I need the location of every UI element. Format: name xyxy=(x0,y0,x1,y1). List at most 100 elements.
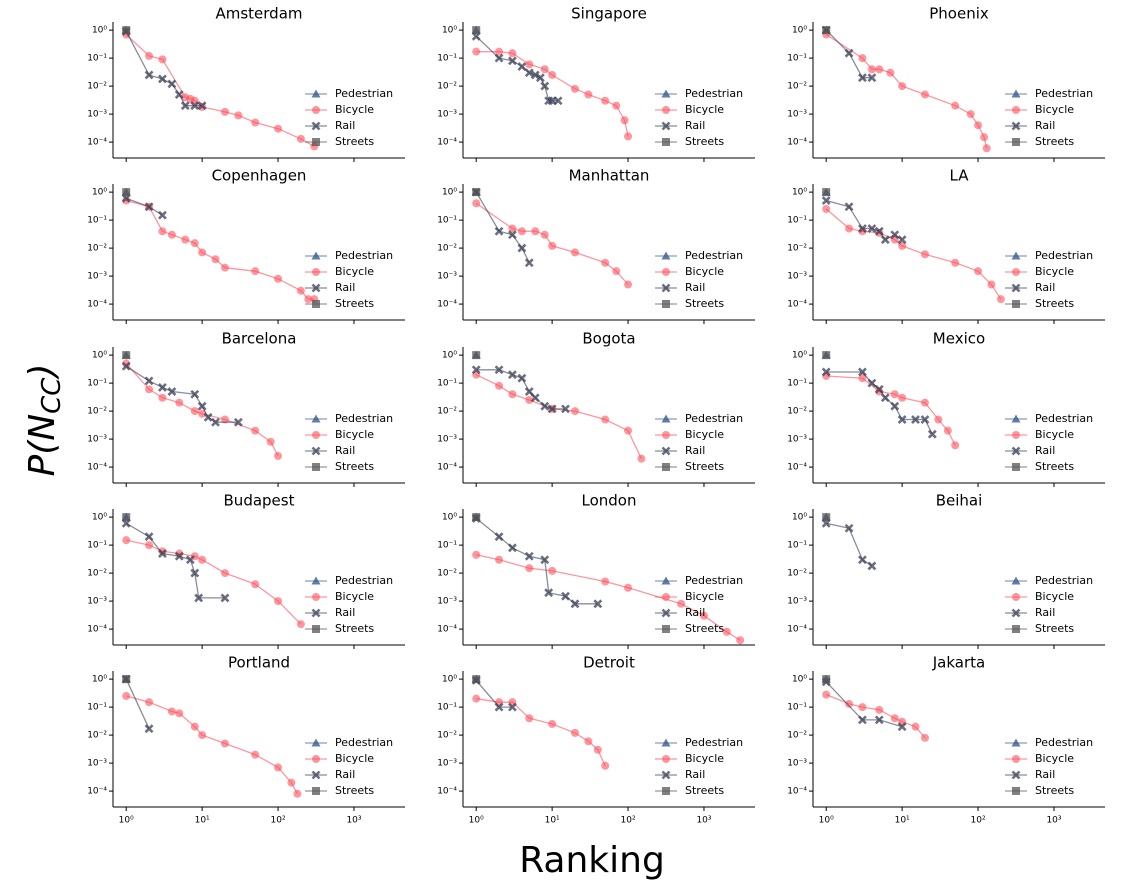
subplot: Singapore 10⁰ 10⁻¹ 10⁻² 10⁻³ 10⁻⁴ Pedestrian Bi… xyxy=(437,5,755,162)
marker xyxy=(293,789,302,798)
legend-marker xyxy=(662,755,670,763)
marker xyxy=(122,351,131,360)
y-tick-label: 10⁻² xyxy=(437,731,457,741)
y-tick-label: 10⁻² xyxy=(437,244,457,254)
legend-label: Rail xyxy=(685,606,705,619)
marker xyxy=(845,699,854,708)
y-tick-label: 10⁻¹ xyxy=(87,379,107,389)
marker xyxy=(920,415,930,424)
marker xyxy=(158,74,167,84)
legend-marker xyxy=(311,121,321,131)
marker xyxy=(175,709,184,718)
y-tick-label: 10⁻⁴ xyxy=(787,138,807,148)
subplot-title: London xyxy=(582,492,637,510)
legend-label: Streets xyxy=(1035,297,1074,310)
marker xyxy=(197,101,207,111)
legend-label: Bicycle xyxy=(685,265,724,278)
marker xyxy=(890,401,900,411)
marker xyxy=(198,248,207,257)
legend-marker xyxy=(1012,787,1020,795)
legend-label: Pedestrian xyxy=(685,412,743,425)
marker xyxy=(167,79,177,89)
series-line xyxy=(125,197,163,216)
y-tick-label: 10⁻⁴ xyxy=(87,787,107,797)
legend-label: Pedestrian xyxy=(335,249,393,262)
legend-marker xyxy=(312,787,320,795)
marker xyxy=(920,90,929,99)
legend-marker xyxy=(311,414,321,423)
y-tick-label: 10⁻² xyxy=(87,569,107,579)
legend-label: Rail xyxy=(335,444,355,457)
legend-label: Bicycle xyxy=(335,265,374,278)
marker xyxy=(570,599,580,609)
legend-marker xyxy=(662,431,670,439)
marker xyxy=(624,280,633,289)
marker xyxy=(890,390,899,399)
marker xyxy=(220,569,229,578)
legend-label: Bicycle xyxy=(1035,265,1074,278)
marker xyxy=(858,374,867,383)
legend-marker xyxy=(1012,138,1020,146)
marker xyxy=(531,227,540,236)
marker xyxy=(190,407,199,416)
marker xyxy=(472,550,481,559)
x-axis-label: Ranking xyxy=(519,840,665,881)
legend-marker xyxy=(661,121,671,131)
marker xyxy=(167,387,177,396)
y-tick-label: 10⁻¹ xyxy=(787,703,807,713)
x-tick-label: 10² xyxy=(621,816,636,826)
subplot-title: Portland xyxy=(228,654,290,672)
marker xyxy=(525,564,534,573)
marker xyxy=(190,568,200,578)
subplot-title: Detroit xyxy=(583,654,635,672)
x-tick-label: 10³ xyxy=(696,816,711,826)
marker xyxy=(699,611,708,620)
marker xyxy=(897,722,907,732)
marker xyxy=(158,383,167,392)
legend-marker xyxy=(1012,431,1020,439)
marker xyxy=(540,65,549,74)
marker xyxy=(494,226,504,236)
y-tick-label: 10⁻³ xyxy=(87,110,107,120)
marker xyxy=(494,702,504,712)
marker xyxy=(570,84,579,93)
marker xyxy=(517,227,526,236)
marker xyxy=(203,412,213,422)
marker xyxy=(508,390,517,399)
series-line xyxy=(825,693,926,739)
marker xyxy=(927,429,937,439)
y-tick-label: 10⁻⁴ xyxy=(87,463,107,473)
marker xyxy=(472,694,481,703)
marker xyxy=(601,577,610,586)
legend-label: Streets xyxy=(685,297,724,310)
legend-label: Pedestrian xyxy=(1035,412,1093,425)
marker xyxy=(601,96,610,105)
series-line xyxy=(476,554,741,641)
marker xyxy=(122,26,131,35)
marker xyxy=(508,230,517,240)
marker xyxy=(547,404,557,414)
marker xyxy=(980,133,989,142)
marker xyxy=(524,387,534,396)
y-tick-label: 10⁰ xyxy=(442,26,457,36)
y-tick-label: 10⁰ xyxy=(92,675,107,685)
marker xyxy=(145,51,154,60)
legend-label: Streets xyxy=(685,622,724,635)
legend-marker xyxy=(1011,446,1021,456)
y-tick-label: 10⁻² xyxy=(87,731,107,741)
legend-marker xyxy=(661,770,671,780)
marker xyxy=(524,551,534,561)
marker xyxy=(875,705,884,714)
marker xyxy=(584,90,593,99)
marker xyxy=(951,441,960,450)
y-tick-label: 10⁻¹ xyxy=(437,541,457,551)
marker xyxy=(548,241,557,250)
legend-marker xyxy=(312,431,320,439)
x-tick-label: 10¹ xyxy=(545,816,560,826)
marker xyxy=(471,365,481,375)
subplot: Manhattan 10⁰ 10⁻¹ 10⁻² 10⁻³ 10⁻⁴ Pedestrian Bi… xyxy=(437,167,755,324)
series-line xyxy=(125,678,150,729)
marker xyxy=(620,116,629,125)
subplot-title: Singapore xyxy=(571,5,647,23)
marker xyxy=(548,70,557,79)
